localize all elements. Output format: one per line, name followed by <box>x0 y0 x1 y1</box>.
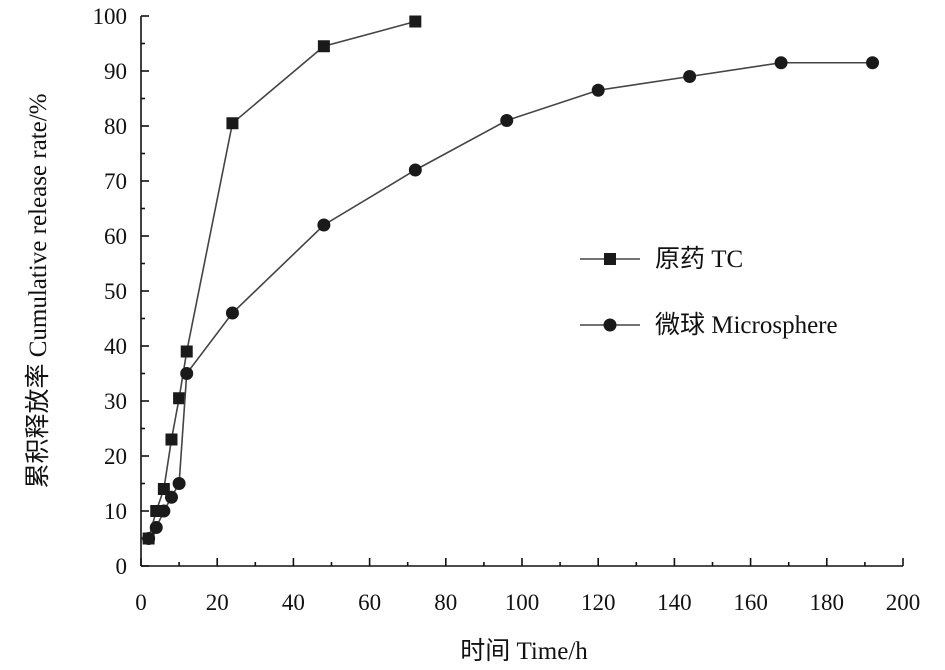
square-data-point <box>409 15 422 28</box>
circle-data-point <box>180 367 194 380</box>
x-tick-label: 180 <box>810 590 845 615</box>
circle-data-point <box>172 477 186 490</box>
x-axis-title: 时间 Time/h <box>460 637 588 665</box>
legend-label: 微球 Microsphere <box>655 311 838 339</box>
series-line-2 <box>147 61 873 539</box>
x-tick-label: 80 <box>434 590 457 615</box>
circle-data-point <box>142 532 156 545</box>
circle-data-point <box>866 56 880 70</box>
circle-data-point <box>317 218 331 232</box>
legend: 原药 TC 微球 Microsphere <box>580 245 838 339</box>
circle-data-point <box>164 490 178 504</box>
x-tick-label: 20 <box>206 590 229 615</box>
series-1 <box>142 15 422 545</box>
legend-item-1: 原药 TC <box>580 245 743 273</box>
square-data-point <box>165 433 178 446</box>
y-tick-label: 20 <box>104 444 127 469</box>
x-tick-label: 40 <box>282 590 305 615</box>
axes: 0 10 20 30 40 50 60 70 80 90 100 0 20 40 60 80 100 120 140… <box>93 4 921 615</box>
square-data-point <box>226 117 239 130</box>
y-tick-label: 50 <box>104 279 127 304</box>
circle-data-point <box>500 114 514 127</box>
y-tick-label: 10 <box>104 499 127 524</box>
y-tick-label: 0 <box>116 554 128 579</box>
x-tick-label: 100 <box>505 590 540 615</box>
y-tick-label: 70 <box>104 169 127 194</box>
y-tick-label: 60 <box>104 224 127 249</box>
y-tick-label: 100 <box>93 4 128 29</box>
series-2 <box>142 56 880 545</box>
legend-circle-marker <box>603 318 617 332</box>
circle-data-point <box>225 306 239 320</box>
square-data-point <box>157 483 170 495</box>
circle-data-point <box>591 83 605 97</box>
square-data-point <box>180 345 193 358</box>
y-axis-title: 累积释放率 Cumulative release rate/% <box>24 93 52 488</box>
legend-square-marker <box>604 253 616 265</box>
y-tick-label: 40 <box>104 334 127 359</box>
circle-data-point <box>774 56 788 70</box>
legend-item-2: 微球 Microsphere <box>580 311 838 339</box>
circle-data-point <box>408 163 422 177</box>
y-tick-label: 90 <box>104 59 127 84</box>
x-tick-label: 140 <box>657 590 692 615</box>
x-tick-label: 120 <box>581 590 616 615</box>
y-tick-label: 80 <box>104 114 127 139</box>
x-tick-label: 60 <box>358 590 381 615</box>
circle-data-point <box>683 70 697 83</box>
series-line-1 <box>147 20 416 539</box>
square-data-point <box>317 40 330 53</box>
circle-data-point <box>149 521 163 534</box>
legend-label: 原药 TC <box>655 245 743 273</box>
x-tick-label: 200 <box>886 590 921 615</box>
x-tick-label: 0 <box>135 590 147 615</box>
circle-data-point <box>157 504 171 518</box>
x-tick-label: 160 <box>733 590 768 615</box>
series-layer <box>142 15 880 545</box>
square-data-point <box>173 392 186 405</box>
y-tick-label: 30 <box>104 389 127 414</box>
